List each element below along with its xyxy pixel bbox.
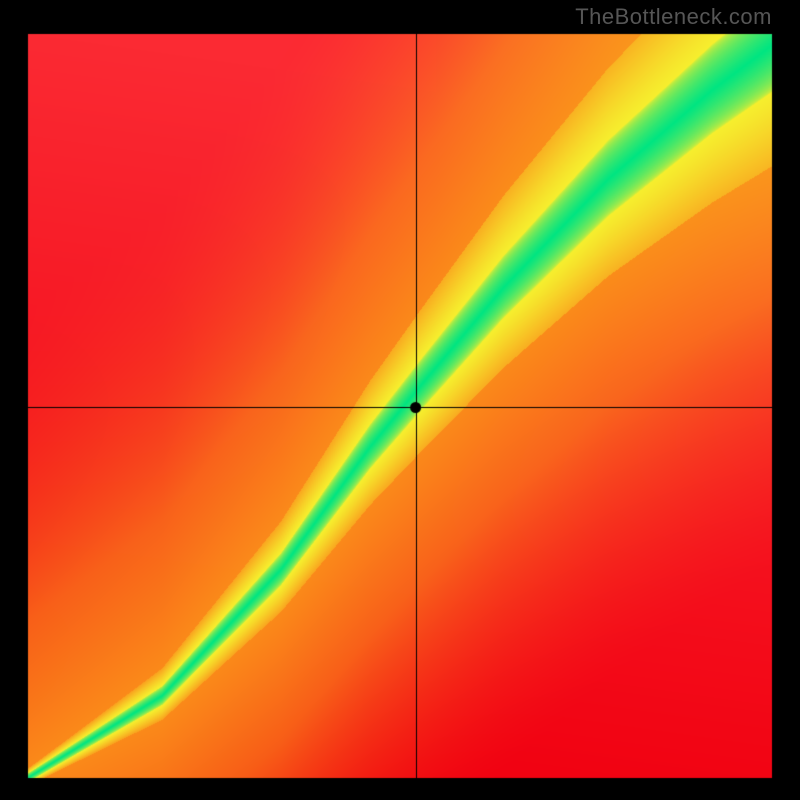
watermark-text: TheBottleneck.com [575,4,772,30]
chart-container: { "watermark": { "text": "TheBottleneck.… [0,0,800,800]
heatmap-canvas [0,0,800,800]
